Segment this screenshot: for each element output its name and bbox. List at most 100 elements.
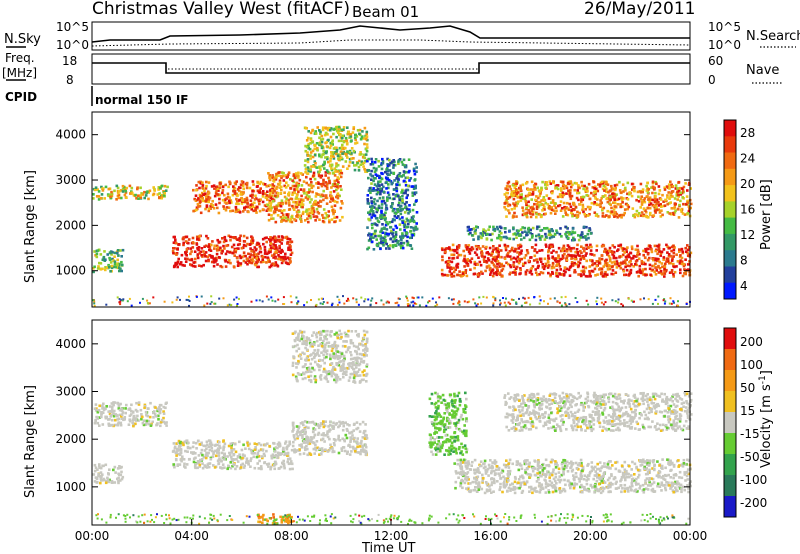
velocity-cell [288, 467, 292, 471]
power-cell [549, 274, 552, 278]
power-cell [136, 187, 139, 191]
power-cell [410, 216, 414, 219]
power-cell [367, 217, 370, 221]
power-cell [586, 205, 590, 209]
power-cell [659, 198, 663, 201]
power-cell [320, 140, 324, 144]
velocity-cell [232, 453, 236, 456]
power-cell [394, 231, 398, 234]
power-cell [179, 298, 181, 301]
power-cell [215, 244, 219, 248]
power-cell [509, 187, 513, 191]
power-cell [306, 166, 310, 169]
power-cell [621, 249, 625, 252]
velocity-cell [134, 417, 138, 420]
power-cell [139, 194, 143, 197]
power-cell [606, 273, 609, 276]
power-cell [385, 187, 388, 190]
power-cell [621, 183, 625, 186]
power-cell [285, 219, 288, 223]
power-cell [313, 160, 317, 163]
power-cell [538, 194, 542, 198]
power-cell [659, 252, 663, 255]
power-cell [329, 200, 332, 203]
power-cell [269, 238, 273, 242]
power-cell [644, 210, 648, 214]
power-cell [341, 147, 344, 151]
velocity-cell [118, 465, 121, 468]
power-cell [408, 220, 412, 223]
power-cell [580, 198, 583, 201]
power-cell [535, 234, 538, 238]
power-cell [199, 211, 203, 215]
power-cell [290, 240, 294, 244]
power-cell [105, 303, 108, 306]
power-cell [588, 205, 592, 209]
power-cell [510, 190, 514, 194]
power-cell [303, 192, 306, 195]
power-cell [613, 198, 616, 202]
power-cell [375, 167, 378, 171]
power-cell [278, 250, 281, 253]
power-cell [209, 204, 212, 208]
velocity-cell [332, 421, 335, 425]
velocity-cell [119, 402, 122, 406]
power-cell [217, 189, 220, 192]
power-cell [490, 260, 493, 264]
power-cell [448, 256, 451, 260]
power-cell [493, 265, 497, 268]
power-cell [190, 264, 194, 267]
power-cell [381, 172, 384, 176]
power-cell [327, 214, 330, 218]
power-cell [510, 194, 513, 198]
power-cell [270, 217, 273, 220]
power-cell [569, 197, 573, 201]
power-cell [666, 245, 669, 248]
velocity-cell [93, 480, 97, 483]
power-cell [176, 296, 179, 299]
power-cell [551, 270, 554, 274]
power-cell [328, 219, 331, 222]
power-cell [136, 194, 140, 197]
power-cell [654, 262, 657, 266]
power-cell [373, 161, 377, 164]
velocity-cell [355, 427, 358, 431]
power-cell [113, 260, 117, 263]
power-cell [657, 200, 660, 204]
power-cell [389, 237, 392, 241]
power-cell [652, 257, 656, 260]
power-cell [355, 141, 359, 145]
power-cell [204, 207, 207, 211]
velocity-cell [111, 423, 114, 427]
velocity-cell [221, 463, 225, 466]
power-cell [563, 208, 567, 212]
power-cell [682, 264, 686, 268]
power-cell [249, 199, 253, 202]
power-cell [279, 258, 283, 261]
power-cell [630, 299, 633, 302]
power-cell [505, 201, 509, 204]
power-cell [642, 199, 646, 202]
power-cell [569, 185, 573, 189]
power-cell [518, 243, 522, 247]
power-cell [593, 211, 597, 214]
velocity-cell [278, 467, 281, 470]
power-cell [137, 197, 140, 200]
power-cell [328, 146, 332, 150]
power-cell [456, 273, 459, 277]
power-cell [580, 200, 583, 203]
power-cell [152, 192, 156, 196]
power-cell [672, 248, 676, 252]
power-cell [315, 203, 318, 206]
power-cell [363, 126, 367, 130]
power-cell [582, 273, 586, 276]
power-cell [413, 192, 417, 196]
power-cell [513, 207, 516, 210]
power-cell [98, 261, 101, 265]
power-cell [319, 176, 323, 179]
power-cell [320, 184, 324, 188]
power-cell [544, 201, 548, 205]
power-cell [245, 198, 249, 202]
power-cell [269, 209, 273, 212]
power-cell [492, 302, 495, 305]
